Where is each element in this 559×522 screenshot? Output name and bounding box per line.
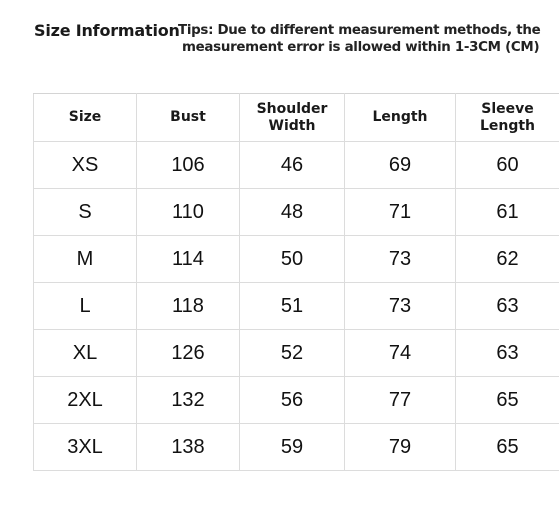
column-header-sleeve-length: Sleeve Length	[455, 93, 559, 142]
table-header-row: Size Bust Shoulder Width Length Sleeve Len…	[33, 93, 559, 142]
cell-shoulder-width: 59	[239, 423, 345, 471]
table-row: 3XL 138 59 79 65	[33, 423, 559, 471]
table-row: S 110 48 71 61	[33, 188, 559, 236]
cell-bust: 126	[136, 329, 240, 377]
cell-sleeve-length: 62	[455, 235, 559, 283]
column-header-bust: Bust	[136, 93, 240, 142]
cell-shoulder-width: 46	[239, 141, 345, 189]
cell-shoulder-width: 50	[239, 235, 345, 283]
cell-length: 71	[344, 188, 456, 236]
cell-bust: 138	[136, 423, 240, 471]
table-row: L 118 51 73 63	[33, 282, 559, 330]
cell-bust: 106	[136, 141, 240, 189]
measurement-tips: Tips: Due to different measurement metho…	[178, 22, 559, 56]
page-title: Size Information	[34, 21, 180, 40]
cell-sleeve-length: 61	[455, 188, 559, 236]
cell-size: XL	[33, 329, 137, 377]
size-chart-table: Size Bust Shoulder Width Length Sleeve Len…	[33, 93, 559, 471]
cell-length: 73	[344, 235, 456, 283]
cell-sleeve-length: 65	[455, 376, 559, 424]
cell-bust: 118	[136, 282, 240, 330]
cell-size: M	[33, 235, 137, 283]
table-row: XL 126 52 74 63	[33, 329, 559, 377]
cell-sleeve-length: 63	[455, 282, 559, 330]
cell-size: S	[33, 188, 137, 236]
cell-sleeve-length: 65	[455, 423, 559, 471]
column-header-shoulder-width: Shoulder Width	[239, 93, 345, 142]
cell-size: 3XL	[33, 423, 137, 471]
cell-size: L	[33, 282, 137, 330]
cell-shoulder-width: 48	[239, 188, 345, 236]
column-header-size: Size	[33, 93, 137, 142]
cell-bust: 114	[136, 235, 240, 283]
cell-size: XS	[33, 141, 137, 189]
table-row: 2XL 132 56 77 65	[33, 376, 559, 424]
column-header-length: Length	[344, 93, 456, 142]
cell-length: 79	[344, 423, 456, 471]
cell-bust: 132	[136, 376, 240, 424]
cell-shoulder-width: 51	[239, 282, 345, 330]
cell-length: 69	[344, 141, 456, 189]
cell-size: 2XL	[33, 376, 137, 424]
cell-bust: 110	[136, 188, 240, 236]
table-row: XS 106 46 69 60	[33, 141, 559, 189]
cell-sleeve-length: 63	[455, 329, 559, 377]
cell-length: 74	[344, 329, 456, 377]
cell-shoulder-width: 56	[239, 376, 345, 424]
cell-sleeve-length: 60	[455, 141, 559, 189]
tips-line-2: measurement error is allowed within 1-3C…	[182, 40, 540, 55]
cell-length: 77	[344, 376, 456, 424]
table-row: M 114 50 73 62	[33, 235, 559, 283]
cell-length: 73	[344, 282, 456, 330]
cell-shoulder-width: 52	[239, 329, 345, 377]
tips-line-1: Tips: Due to different measurement metho…	[178, 23, 541, 38]
